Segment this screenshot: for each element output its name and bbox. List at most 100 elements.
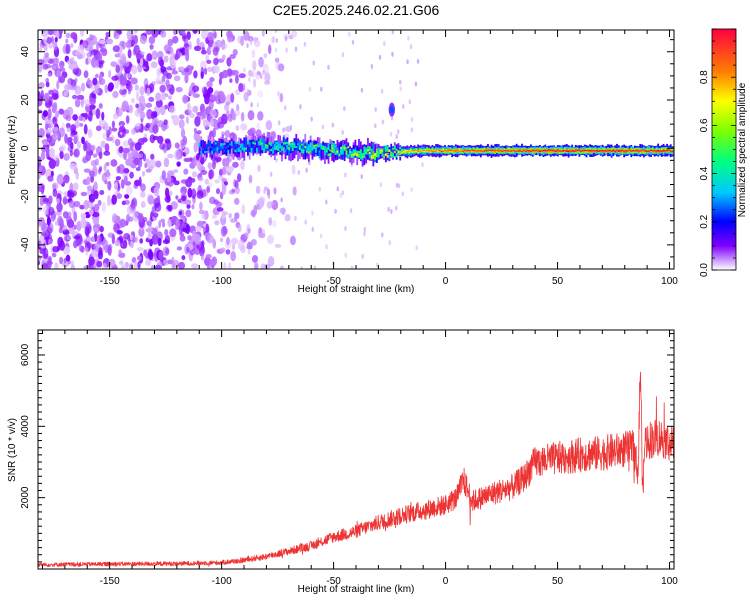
spectrogram-trace-cell <box>515 150 518 152</box>
spectrogram-noise-cell <box>62 196 68 205</box>
spectrogram-noise-cell <box>191 263 199 269</box>
spectrogram-noise-cell <box>168 105 176 114</box>
spectrogram-noise-cell <box>407 35 410 41</box>
spectrogram-noise-cell <box>73 200 81 208</box>
spectrogram-trace-cell <box>470 149 473 151</box>
spectrogram-noise-cell <box>79 204 85 210</box>
spectrogram-noise-cell <box>39 196 44 207</box>
spectrogram-noise-cell <box>206 234 214 244</box>
spectrogram-trace-cell <box>324 146 326 151</box>
spectrogram-noise-cell <box>212 238 217 249</box>
spectrogram-trace-cell <box>601 149 604 153</box>
spectrogram-noise-cell <box>165 79 170 88</box>
spectrogram-noise-cell <box>395 134 398 140</box>
spectrogram-trace-cell <box>282 147 285 152</box>
spectrogram-noise-cell <box>106 169 110 177</box>
spectrogram-noise-cell <box>102 262 108 269</box>
spectrogram-noise-cell <box>102 239 109 251</box>
spectrogram-trace-cell <box>216 141 219 149</box>
spectrogram-noise-cell <box>200 49 207 55</box>
spectrogram-noise-cell <box>408 99 412 105</box>
spectrogram-trace-cell <box>461 150 464 153</box>
spectrogram-noise-cell <box>294 215 297 221</box>
spectrogram-trace-cell <box>209 141 212 146</box>
spectrogram-trace-cell <box>202 139 205 152</box>
spectrogram-noise-cell <box>43 205 50 215</box>
spectrogram-trace-cell <box>599 149 602 152</box>
spectrogram-noise-cell <box>221 113 228 125</box>
spectrogram-noise-cell <box>389 131 393 137</box>
spectrogram-trace-cell <box>388 150 391 152</box>
spectrogram-noise-cell <box>363 231 366 237</box>
spectrogram-noise-cell <box>207 182 213 188</box>
spectrogram-trace-cell <box>621 149 624 151</box>
spectrogram-noise-cell <box>187 187 193 198</box>
spectrogram-trace-cell <box>664 150 667 153</box>
spectrogram-noise-cell <box>266 234 274 245</box>
spectrogram-noise-cell <box>360 87 364 93</box>
spectrogram-trace-cell <box>651 150 654 152</box>
spectrogram-trace-cell <box>259 142 262 154</box>
spectrogram-noise-cell <box>236 173 242 183</box>
spectrogram-noise-cell <box>59 144 67 152</box>
spectrogram-trace-cell <box>395 148 398 152</box>
spectrogram-noise-cell <box>65 38 69 44</box>
spectrogram-noise-cell <box>258 198 265 209</box>
spectrogram-trace-cell <box>268 144 271 152</box>
spectrogram-noise-cell <box>63 246 71 255</box>
spectrogram-noise-cell <box>113 223 120 233</box>
spectrogram-trace-cell <box>236 141 239 149</box>
spectrogram-noise-cell <box>184 38 189 47</box>
spectrogram-trace-cell <box>537 148 540 152</box>
spectrogram-trace-cell <box>338 153 341 156</box>
spectrogram-noise-cell <box>157 50 164 60</box>
spectrogram-noise-cell <box>49 147 55 159</box>
spectrogram-trace-cell <box>361 144 364 158</box>
spectrogram-trace-cell <box>254 140 256 144</box>
spectrogram-trace-cell <box>268 149 271 153</box>
spectrogram-noise-cell <box>107 180 112 191</box>
spectrogram-noise-cell <box>173 169 179 174</box>
spectrogram-noise-cell <box>176 246 183 251</box>
spectrogram-trace-cell <box>408 150 411 153</box>
spectrogram-trace-cell <box>363 148 366 153</box>
spectrogram-trace-cell <box>503 150 506 152</box>
spectrogram-trace-cell <box>449 150 452 153</box>
spectrogram-trace-cell <box>372 142 375 156</box>
spectrogram-noise-cell <box>195 226 202 232</box>
spectrogram-trace-cell <box>379 151 382 154</box>
spectrogram-noise-cell <box>150 61 158 69</box>
spectrogram-noise-cell <box>207 31 214 41</box>
spectrogram-noise-cell <box>104 179 108 185</box>
spectrogram-y-tick-label: 20 <box>20 94 31 106</box>
spectrogram-noise-cell <box>225 101 231 106</box>
spectrogram-trace-cell <box>449 149 452 151</box>
spectrogram-trace-cell <box>393 150 396 154</box>
spectrogram-trace-cell <box>637 150 640 153</box>
spectrogram-trace-cell <box>325 147 328 152</box>
spectrogram-trace-cell <box>558 149 561 152</box>
spectrogram-trace-cell <box>367 148 369 156</box>
spectrogram-noise-cell <box>111 127 118 132</box>
spectrogram-trace-cell <box>417 150 420 153</box>
spectrogram-noise-cell <box>160 218 166 223</box>
spectrogram-noise-cell <box>46 123 51 128</box>
spectrogram-noise-cell <box>55 30 60 40</box>
spectrogram-trace-cell <box>610 150 613 152</box>
spectrogram-noise-cell <box>184 72 189 84</box>
spectrogram-noise-cell <box>219 237 224 243</box>
spectrogram-trace-cell <box>372 151 375 154</box>
spectrogram-trace-cell <box>447 149 450 153</box>
spectrogram-trace-cell <box>635 150 638 152</box>
spectrogram-trace-cell <box>306 150 308 153</box>
spectrogram-noise-cell <box>114 53 121 58</box>
spectrogram-noise-cell <box>151 234 159 245</box>
spectrogram-trace-cell <box>460 150 463 152</box>
spectrogram-noise-cell <box>169 228 177 238</box>
spectrogram-noise-cell <box>80 98 84 108</box>
spectrogram-noise-cell <box>113 30 117 38</box>
spectrogram-noise-cell <box>143 125 150 132</box>
spectrogram-trace-cell <box>481 150 484 152</box>
spectrogram-noise-cell <box>139 57 144 67</box>
spectrogram-trace-cell <box>333 147 335 163</box>
